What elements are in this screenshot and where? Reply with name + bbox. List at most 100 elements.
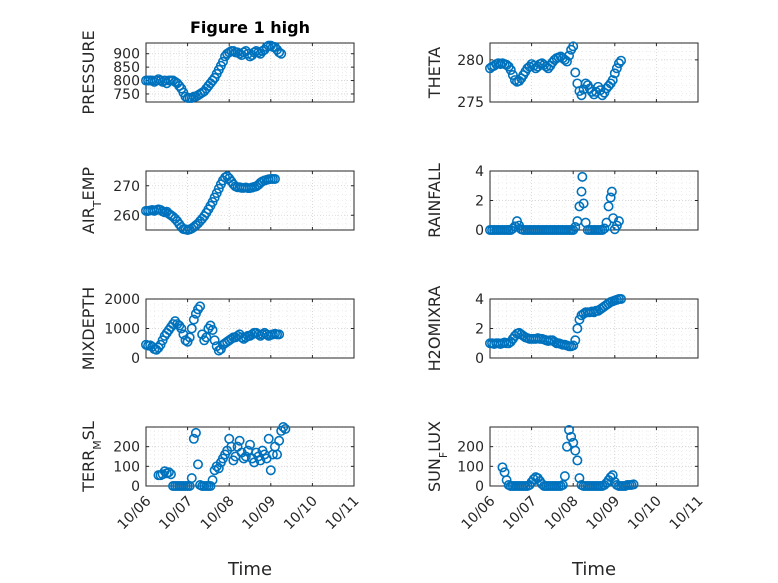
data-point [272, 449, 283, 460]
axes-border [145, 42, 355, 103]
y-tick-label: 275 [457, 95, 484, 111]
data-point [576, 90, 587, 101]
data-point [245, 439, 256, 450]
data-point [613, 216, 624, 227]
data-point [570, 222, 581, 233]
data-point [564, 50, 575, 61]
data-point [276, 48, 287, 59]
subplot-p7: 0 100 200 10/06 10/07 10/08 10/09 10/10 10/11 TER… [79, 421, 362, 580]
data-point [188, 433, 199, 444]
data-point [234, 435, 245, 446]
data-point [217, 56, 228, 67]
data-point [570, 445, 581, 456]
x-tick-label: 10/10 [625, 493, 665, 533]
data-point [207, 475, 218, 486]
subplot-p8: 0 100 200 10/06 10/07 10/08 10/09 10/10 10/11 SUN… [425, 421, 706, 580]
y-tick-label: 200 [113, 440, 140, 456]
data-point [559, 471, 570, 482]
data-point [188, 314, 199, 325]
subplot-p3: 260 270 AIRTEMP [79, 167, 355, 236]
data-point [265, 465, 276, 476]
data-point [190, 427, 201, 438]
data-point [570, 335, 581, 346]
data-point [572, 455, 583, 466]
y-tick-label: 200 [457, 440, 484, 456]
data-point [509, 75, 520, 86]
data-point [186, 323, 197, 334]
data-point [601, 217, 612, 228]
data-point [209, 335, 220, 346]
data-point [613, 58, 624, 69]
y-axis-label: SUNFLUX [425, 421, 450, 492]
series-points [153, 421, 291, 491]
y-tick-label: 0 [475, 351, 484, 367]
x-tick-label: 10/06 [459, 493, 499, 533]
y-tick-label: 2 [475, 322, 484, 338]
data-point [605, 192, 616, 203]
data-point [274, 435, 285, 446]
data-point [576, 186, 587, 197]
chart-title: Figure 1 high [190, 18, 310, 37]
data-point [566, 431, 577, 442]
y-tick-label: 800 [113, 74, 140, 90]
data-point [609, 68, 620, 79]
series-points [484, 171, 624, 236]
data-point [611, 63, 622, 74]
data-point [603, 201, 614, 212]
x-tick-label: 10/11 [323, 493, 363, 533]
data-point [616, 55, 627, 66]
y-tick-label: 2000 [104, 292, 140, 308]
data-point [597, 225, 608, 236]
data-point [240, 451, 251, 462]
data-point [607, 75, 618, 86]
series-points [497, 424, 639, 491]
y-tick-label: 850 [113, 60, 140, 76]
data-point [274, 47, 285, 58]
y-axis-label: MIXDEPTH [79, 287, 98, 370]
x-tick-label: 10/10 [281, 493, 321, 533]
data-point [497, 462, 508, 473]
y-tick-label: 4 [475, 292, 484, 308]
y-tick-label: 0 [475, 223, 484, 239]
x-tick-label: 10/09 [583, 493, 623, 533]
y-tick-label: 260 [113, 208, 140, 224]
data-point [253, 47, 264, 58]
data-point [213, 463, 224, 474]
subplot-p6: 0 2 4 H2OMIXRA [425, 286, 699, 371]
series-points [141, 40, 287, 103]
x-tick-label: 10/11 [667, 493, 707, 533]
x-tick-label: 10/06 [115, 493, 155, 533]
data-point [280, 423, 291, 434]
x-tick-label: 10/08 [542, 493, 582, 533]
y-tick-label: 4 [475, 164, 484, 180]
y-tick-label: 0 [475, 479, 484, 495]
series-points [141, 301, 285, 356]
data-point [228, 46, 239, 57]
y-axis-label: PRESSURE [79, 30, 98, 114]
x-tick-label: 10/08 [198, 493, 238, 533]
data-point [568, 340, 579, 351]
data-point [505, 64, 516, 75]
data-point [195, 301, 206, 312]
data-point [207, 324, 218, 335]
data-point [184, 332, 195, 343]
data-point [163, 467, 174, 478]
y-tick-label: 750 [113, 87, 140, 103]
data-point [274, 329, 285, 340]
data-point [572, 323, 583, 334]
x-axis-label: Time [571, 559, 616, 580]
data-point [599, 223, 610, 234]
y-tick-label: 1000 [104, 322, 140, 338]
y-tick-label: 100 [113, 459, 140, 475]
data-point [205, 480, 216, 491]
data-point [607, 470, 618, 481]
data-point [577, 171, 588, 182]
y-tick-label: 100 [457, 459, 484, 475]
subplot-p5: 0 1000 2000 MIXDEPTH [79, 287, 355, 370]
y-tick-label: 280 [457, 53, 484, 69]
y-axis-label: TERRMSL [79, 421, 104, 493]
axes-border [145, 426, 355, 487]
y-tick-label: 0 [131, 351, 140, 367]
